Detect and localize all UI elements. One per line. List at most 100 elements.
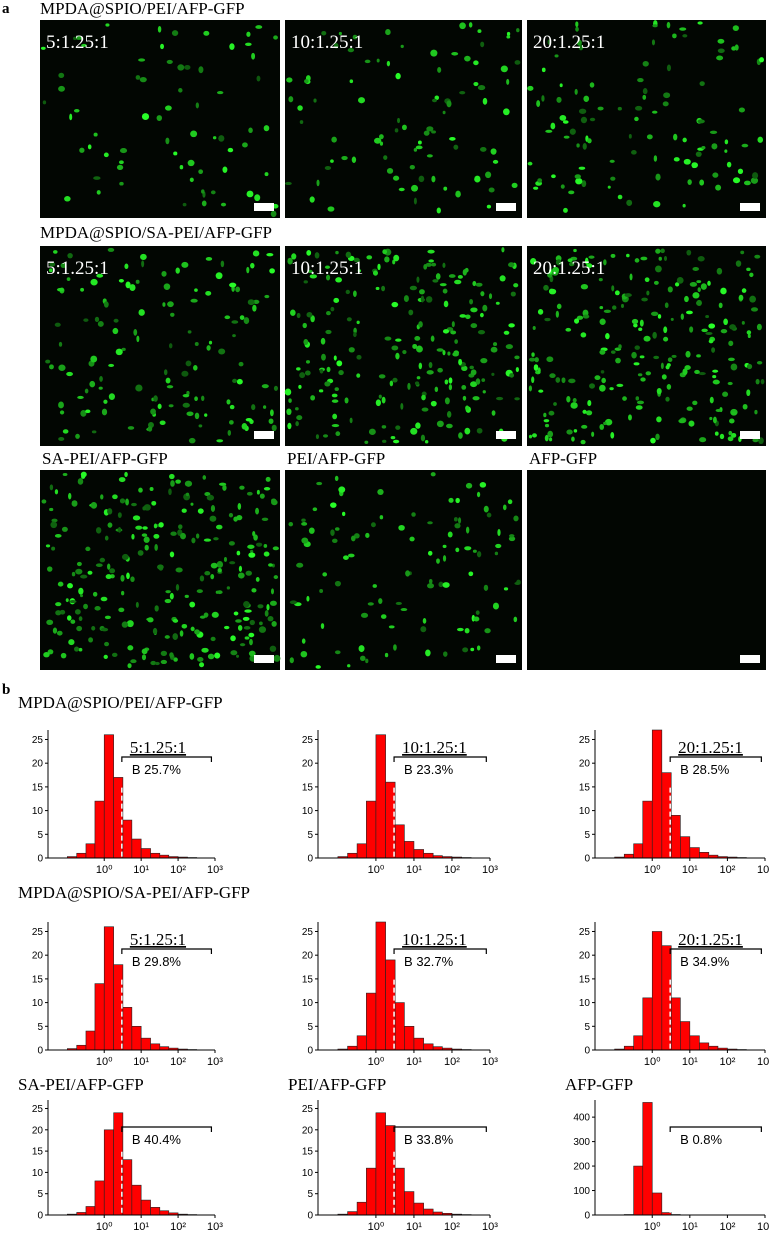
x-tick-label: 10¹ (682, 1221, 698, 1233)
cell (169, 551, 175, 558)
cell (227, 147, 234, 153)
cell (253, 534, 258, 541)
y-tick-label: 25 (32, 927, 44, 938)
cell (250, 262, 255, 269)
cell (754, 409, 758, 415)
cell (634, 116, 639, 122)
cell (80, 574, 88, 579)
ratio-label: 10:1.25:1 (402, 738, 467, 757)
cell (246, 31, 251, 37)
cell (189, 177, 194, 183)
cell (194, 412, 200, 420)
cell (119, 181, 124, 186)
cell (194, 341, 199, 347)
cell (310, 395, 316, 401)
x-tick-label: 10⁰ (644, 1221, 661, 1233)
cell (483, 584, 489, 591)
cell (591, 431, 595, 437)
cell (499, 275, 506, 282)
cell (53, 250, 58, 254)
x-tick-label: 10³ (482, 864, 498, 876)
ratio-label: 10:1.25:1 (402, 930, 467, 949)
cell (184, 64, 191, 70)
cell (532, 325, 536, 330)
cell (261, 517, 269, 521)
cell (351, 156, 357, 163)
cell (332, 413, 338, 420)
cell (129, 284, 136, 291)
x-tick-label: 10⁰ (644, 864, 661, 876)
cell (631, 318, 639, 325)
cell (465, 314, 471, 320)
cell (480, 41, 485, 48)
cell (103, 152, 109, 158)
y-tick-label: 15 (32, 1147, 44, 1158)
cell (714, 431, 719, 436)
cell (486, 512, 492, 518)
cell (91, 430, 97, 434)
cell (85, 409, 91, 414)
cell (232, 378, 238, 384)
cell (584, 257, 589, 265)
cell (295, 407, 299, 411)
cell (198, 169, 204, 175)
cell (286, 408, 292, 416)
cell (663, 336, 669, 342)
cell (543, 419, 550, 423)
cell (646, 290, 650, 296)
cell (378, 598, 383, 605)
cell (321, 353, 326, 361)
cell (46, 566, 53, 572)
cell (153, 533, 160, 539)
x-tick-label: 10⁰ (96, 1221, 113, 1233)
cell (660, 362, 664, 370)
cell (263, 551, 270, 557)
cell (338, 486, 346, 493)
cell (556, 303, 562, 310)
cell (302, 322, 307, 329)
cell (511, 182, 518, 188)
cell (444, 379, 449, 385)
cell (397, 117, 401, 124)
scale-bar (740, 431, 760, 439)
cell (618, 344, 622, 349)
x-tick-label: 10³ (757, 864, 769, 876)
cell (583, 95, 590, 102)
histogram-bar (394, 824, 405, 859)
cell (142, 526, 148, 530)
cell (469, 298, 474, 305)
cell (548, 410, 555, 416)
cell (531, 352, 535, 357)
cell (141, 648, 148, 655)
cell (384, 336, 392, 341)
cell (198, 66, 204, 74)
y-tick-label: 10 (579, 998, 591, 1009)
cell (492, 342, 498, 347)
cell (384, 652, 389, 658)
cell (697, 287, 701, 293)
cell (92, 591, 98, 597)
cell (582, 409, 587, 414)
cell (740, 250, 745, 255)
cell (639, 319, 644, 327)
cell (410, 427, 418, 435)
cell (244, 636, 250, 640)
cell (236, 550, 241, 556)
cell (701, 145, 706, 150)
cell (310, 315, 315, 323)
cell (120, 574, 125, 582)
histogram-bar (131, 1025, 142, 1051)
cell (52, 627, 58, 634)
cell (450, 330, 457, 335)
cell (390, 436, 396, 440)
cell (458, 432, 463, 439)
cell (379, 515, 384, 520)
x-tick-label: 10² (170, 864, 186, 876)
cell (248, 127, 253, 134)
cell (289, 657, 294, 664)
cell (112, 494, 118, 500)
cell (443, 186, 448, 191)
cell (468, 571, 474, 577)
cell (503, 108, 510, 116)
cell (533, 364, 539, 371)
